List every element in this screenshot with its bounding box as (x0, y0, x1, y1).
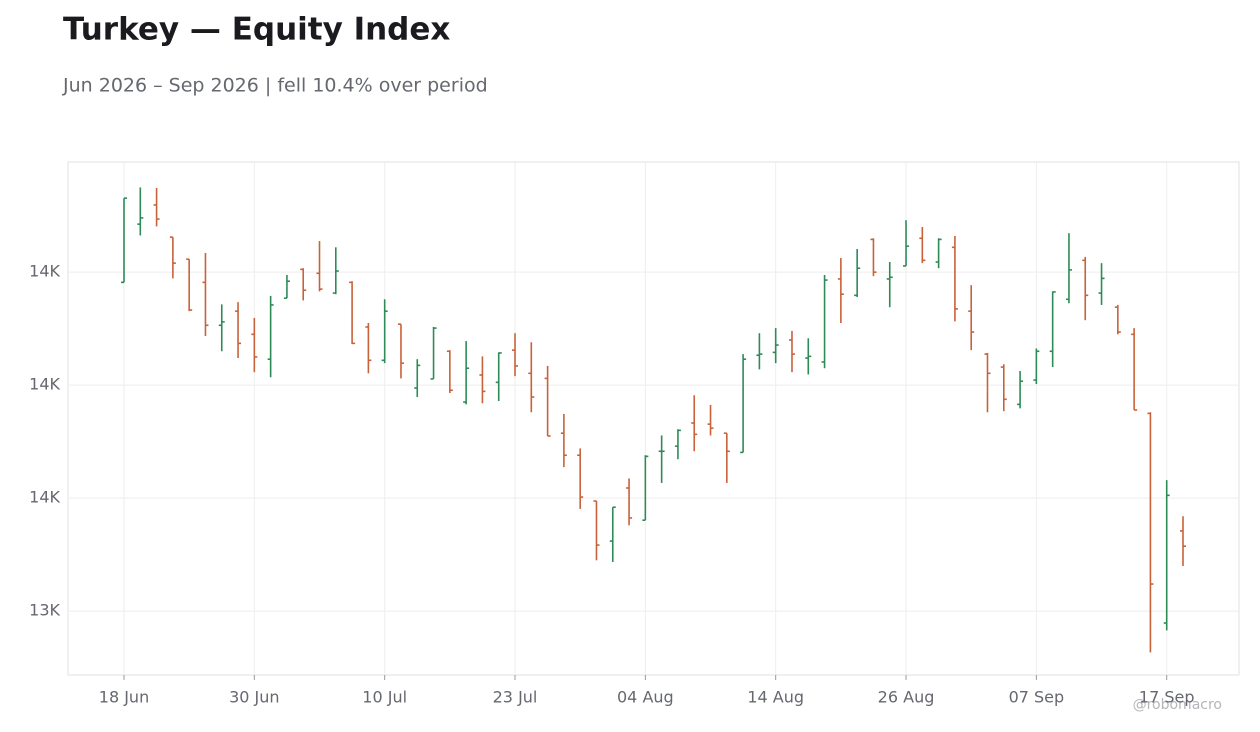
x-tick-label: 23 Jul (493, 688, 538, 707)
x-tick-label: 18 Jun (99, 688, 149, 707)
chart-title: Turkey — Equity Index (63, 12, 450, 48)
x-tick-label: 07 Sep (1009, 688, 1065, 707)
y-tick-label: 14K (29, 488, 60, 507)
watermark: @robomacro (1133, 697, 1222, 713)
x-tick-label: 17 Sep (1139, 688, 1195, 707)
x-tick-label: 30 Jun (229, 688, 279, 707)
plot-frame (67, 161, 1240, 676)
x-tick-label: 10 Jul (362, 688, 407, 707)
x-tick-label: 14 Aug (747, 688, 804, 707)
x-tick-label: 26 Aug (878, 688, 935, 707)
chart-subtitle: Jun 2026 – Sep 2026 | fell 10.4% over pe… (62, 75, 488, 97)
y-tick-label: 14K (29, 375, 60, 394)
y-tick-label: 14K (29, 262, 60, 281)
x-tick-label: 04 Aug (617, 688, 674, 707)
y-tick-label: 13K (29, 601, 60, 620)
